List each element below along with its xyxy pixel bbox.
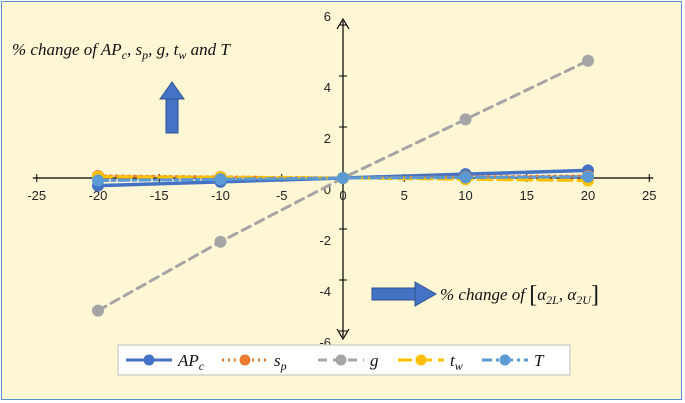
y-tick-label: -4 bbox=[319, 284, 331, 299]
y-axis-arrowhead-bottom bbox=[336, 328, 350, 341]
legend-label: tw bbox=[450, 351, 463, 373]
legend-marker bbox=[143, 354, 155, 366]
x-tick-label: -15 bbox=[150, 188, 169, 203]
data-point-t bbox=[337, 172, 349, 184]
x-arrow-label: % change of [α2L, α2U] bbox=[440, 282, 599, 308]
x-tick-label: 0 bbox=[339, 188, 346, 203]
x-tick-label: 5 bbox=[401, 188, 408, 203]
x-tick-label: 10 bbox=[458, 188, 472, 203]
y-tick-label: -2 bbox=[319, 233, 331, 248]
x-tick-label: 15 bbox=[520, 188, 534, 203]
y-tick-label: 6 bbox=[324, 9, 331, 24]
y-tick-label: -6 bbox=[319, 335, 331, 350]
x-tick-label: -10 bbox=[211, 188, 230, 203]
y-axis-arrowhead-top bbox=[336, 17, 350, 30]
x-tick-label: 20 bbox=[581, 188, 595, 203]
y-tick-label: 0 bbox=[324, 182, 331, 197]
data-point-t bbox=[92, 174, 104, 187]
legend: APc sp g tw T bbox=[126, 351, 545, 373]
legend-label: g bbox=[370, 351, 379, 370]
data-point-g bbox=[582, 54, 594, 67]
up-arrow-icon bbox=[159, 81, 185, 134]
data-point-t bbox=[214, 173, 227, 186]
data-point-g bbox=[459, 113, 472, 126]
x-tick-label: 25 bbox=[642, 188, 656, 203]
data-point-g bbox=[92, 304, 104, 317]
legend-label: sp bbox=[274, 351, 287, 373]
legend-marker bbox=[415, 354, 427, 366]
y-tick-label: 2 bbox=[324, 131, 331, 146]
data-point-g bbox=[214, 235, 227, 248]
legend-marker bbox=[239, 354, 251, 366]
data-point-t bbox=[459, 171, 472, 184]
legend-label: APc bbox=[177, 351, 205, 373]
series-group bbox=[92, 54, 594, 317]
x-tick-label: -25 bbox=[27, 188, 46, 203]
legend-marker bbox=[499, 354, 511, 366]
data-point-t bbox=[582, 170, 594, 183]
legend-label: T bbox=[534, 351, 545, 370]
legend-marker bbox=[335, 354, 347, 366]
y-arrow-label: % change of APc, sp, g, tw and T bbox=[12, 40, 231, 62]
x-tick-label: -5 bbox=[276, 188, 288, 203]
x-tick-label: -20 bbox=[89, 188, 108, 203]
y-tick-label: 4 bbox=[324, 80, 331, 95]
right-arrow-icon bbox=[371, 281, 438, 307]
